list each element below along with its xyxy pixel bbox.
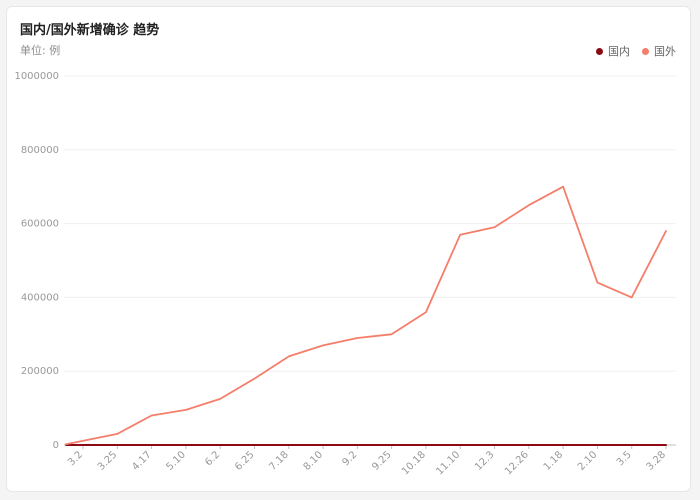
y-axis-ticks: 1000000 800000 600000 400000 200000 0 bbox=[14, 71, 59, 451]
data-point-foreign bbox=[424, 310, 428, 314]
data-point-foreign bbox=[664, 229, 668, 233]
y-tick-label: 400000 bbox=[21, 292, 59, 303]
legend-dot-foreign bbox=[642, 47, 649, 55]
data-point-foreign bbox=[184, 408, 188, 412]
data-point-foreign bbox=[527, 203, 531, 207]
chart-card: 国内/国外新增确诊 趋势 单位: 例 国内 国外 bbox=[6, 6, 691, 492]
x-tick-label: 3.5 bbox=[615, 449, 634, 468]
data-point-foreign bbox=[458, 233, 462, 237]
data-point-foreign bbox=[252, 377, 256, 381]
chart-title: 国内/国外新增确诊 趋势 bbox=[20, 23, 160, 38]
data-point-domestic bbox=[630, 443, 634, 447]
data-point-domestic bbox=[321, 443, 325, 447]
x-tick-label: 12.3 bbox=[473, 449, 497, 473]
data-point-domestic bbox=[218, 443, 222, 447]
x-tick-label: 6.25 bbox=[233, 449, 257, 473]
x-tick-label: 7.18 bbox=[267, 449, 291, 473]
x-tick-label: 9.2 bbox=[340, 449, 359, 468]
data-point-foreign bbox=[390, 332, 394, 336]
y-tick-label: 600000 bbox=[21, 219, 59, 230]
legend-item-foreign[interactable]: 国外 bbox=[642, 43, 676, 59]
legend-label-domestic: 国内 bbox=[608, 45, 630, 58]
data-point-domestic bbox=[424, 443, 428, 447]
data-point-foreign bbox=[321, 343, 325, 347]
data-point-domestic bbox=[527, 443, 531, 447]
data-point-foreign bbox=[561, 185, 565, 189]
x-axis-ticks: 3.2 3.25 4.17 5.10 6.2 6.25 7.18 8.10 9.2 9.25 10.… bbox=[66, 445, 668, 477]
series-line-foreign bbox=[65, 185, 667, 446]
x-tick-label: 3.25 bbox=[96, 449, 120, 473]
x-tick-label: 5.10 bbox=[164, 449, 188, 473]
data-point-foreign bbox=[355, 336, 359, 340]
x-tick-label: 6.2 bbox=[203, 449, 222, 468]
x-tick-label: 1.18 bbox=[542, 449, 566, 473]
data-point-domestic bbox=[355, 443, 359, 447]
data-point-domestic bbox=[493, 443, 497, 447]
grid-layer bbox=[64, 75, 676, 446]
data-point-foreign bbox=[115, 432, 119, 436]
data-point-domestic bbox=[664, 443, 668, 447]
x-tick-label: 4.17 bbox=[130, 449, 154, 473]
x-tick-label: 12.26 bbox=[503, 449, 531, 477]
legend-label-foreign: 国外 bbox=[654, 45, 676, 58]
x-tick-label: 2.10 bbox=[576, 449, 600, 473]
x-tick-label: 11.10 bbox=[434, 449, 462, 477]
data-point-foreign bbox=[493, 225, 497, 229]
data-point-foreign bbox=[595, 281, 599, 285]
data-point-domestic bbox=[150, 443, 154, 447]
legend-item-domestic[interactable]: 国内 bbox=[596, 43, 630, 59]
unit-label: 单位: 例 bbox=[20, 44, 61, 57]
y-tick-label: 1000000 bbox=[14, 71, 59, 82]
x-tick-label: 8.10 bbox=[302, 449, 326, 473]
data-point-domestic bbox=[287, 443, 291, 447]
data-point-domestic bbox=[458, 443, 462, 447]
y-tick-label: 200000 bbox=[21, 366, 59, 377]
series-layer bbox=[64, 185, 668, 447]
legend-dot-domestic bbox=[596, 47, 603, 55]
data-point-domestic bbox=[390, 443, 394, 447]
y-tick-label: 0 bbox=[53, 440, 59, 451]
data-point-domestic bbox=[252, 443, 256, 447]
data-point-domestic bbox=[561, 443, 565, 447]
data-point-foreign bbox=[218, 397, 222, 401]
x-tick-label: 3.28 bbox=[645, 449, 669, 473]
x-tick-label: 3.2 bbox=[66, 449, 85, 468]
data-point-domestic bbox=[184, 443, 188, 447]
x-tick-label: 10.18 bbox=[400, 449, 428, 477]
data-point-domestic bbox=[115, 443, 119, 447]
data-point-domestic bbox=[595, 443, 599, 447]
data-point-foreign bbox=[150, 413, 154, 417]
data-point-foreign bbox=[630, 295, 634, 299]
data-point-foreign bbox=[64, 442, 68, 446]
data-point-foreign bbox=[287, 354, 291, 358]
legend: 国内 国外 bbox=[584, 43, 676, 59]
x-tick-label: 9.25 bbox=[370, 449, 394, 473]
y-tick-label: 800000 bbox=[21, 145, 59, 156]
